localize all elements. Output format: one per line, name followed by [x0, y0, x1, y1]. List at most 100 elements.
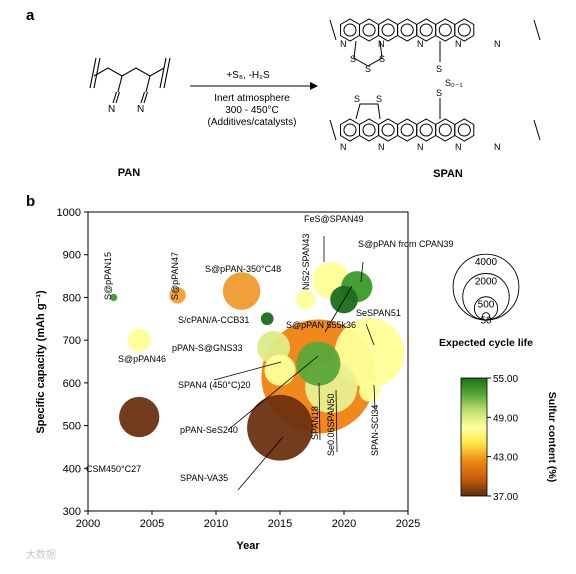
span-top-n-atom-2: N [378, 39, 385, 49]
size-legend-value: 4000 [475, 257, 498, 268]
span-bottom-ring [435, 118, 456, 142]
y-tick-label: 400 [63, 463, 81, 475]
span-top-bracket-right [533, 19, 541, 41]
label-leader-line [373, 384, 376, 411]
colorbar-tick-label: 43.00 [493, 453, 518, 464]
x-tick-label: 2010 [204, 518, 228, 530]
span-bottom-ring [359, 118, 380, 142]
span-trisulfide-s-3: S [379, 54, 385, 64]
panel-a-label: a [26, 7, 35, 24]
pan-atom-n-2: N [137, 104, 144, 115]
span-bottom-ring [416, 118, 437, 142]
x-tick-label: 2005 [140, 518, 164, 530]
bubble-label: S/cPAN/A-CCB31 [178, 315, 249, 325]
bubble-label: NiS2-SPAN43 [301, 234, 311, 290]
bubble-span-scl34 [359, 381, 380, 402]
bubble-label: SPAN-VA35 [180, 473, 228, 483]
span-bottom-aromatic [343, 123, 357, 137]
y-tick-label: 700 [63, 335, 81, 347]
span-top-ring [454, 18, 475, 42]
span-bottom-bracket-left [329, 119, 337, 141]
span-bottom-ring [378, 118, 399, 142]
x-tick-label: 2000 [76, 518, 100, 530]
span-name: SPAN [433, 168, 463, 180]
bubble-label: SPAN18 [310, 406, 320, 440]
span-s-atom-1: S [436, 64, 442, 74]
span-disulfide-s-2: S [376, 94, 382, 104]
span-top-ring [359, 18, 380, 42]
span-disulfide-s-1: S [354, 94, 360, 104]
span-disulfide-ring [355, 103, 381, 120]
bubble-label: SPAN4 (450°C)20 [178, 380, 250, 390]
label-leader-line [365, 323, 375, 346]
bubble-span-va35 [247, 394, 313, 461]
span-bottom-bracket-right [533, 119, 541, 141]
size-legend-value: 50 [480, 316, 492, 327]
reaction-reagents: +S₈, -H₂S [226, 70, 270, 81]
span-top-aromatic [400, 23, 414, 37]
colorbar-tick-label: 49.00 [493, 413, 518, 424]
span-top-aromatic [419, 23, 433, 37]
span-bottom-n-atom-5: N [494, 142, 501, 152]
bubble-chart: 2000 2005 2010 2015 2020 2025 300 400 500 600 700 8… [57, 207, 454, 530]
pan-structure [89, 57, 171, 104]
bubble-label: S@pPAN from CPAN39 [358, 239, 453, 249]
size-legend-value: 500 [478, 300, 495, 311]
sulfur-colorbar [460, 377, 488, 497]
span-top-aromatic [362, 23, 376, 37]
span-trisulfide-ring [353, 40, 383, 67]
label-leader-line [318, 382, 321, 441]
bubble-label: S@pPAN15 [103, 252, 113, 300]
bubble-s-cpan-a-ccb31 [260, 312, 274, 326]
span-bottom-aromatic [362, 123, 376, 137]
bubble-csm450-c27 [119, 396, 160, 438]
span-bottom-n-atom-1: N [340, 142, 347, 152]
x-tick-label: 2020 [332, 518, 356, 530]
span-bottom-aromatic [457, 123, 471, 137]
x-tick-label: 2015 [268, 518, 292, 530]
bubble-s-ppan47 [169, 287, 186, 304]
bubble-label: S@pPAN47 [170, 252, 180, 300]
span-top-n-atom-1: N [340, 39, 347, 49]
reaction-arrowhead [310, 82, 318, 90]
span-s-chain-label: S₀₋₁ [445, 78, 463, 88]
bubble-label: CSM450°C27 [86, 464, 141, 474]
span-top-aromatic [438, 23, 452, 37]
span-bottom-aromatic [400, 123, 414, 137]
watermark-text: 大数据 [26, 548, 56, 561]
y-tick-label: 1000 [57, 207, 81, 219]
bubble-nis2-span43 [295, 289, 316, 310]
size-legend-value: 2000 [475, 276, 498, 287]
label-leader-line [324, 285, 353, 333]
colorbar-tick-label: 55.00 [493, 374, 518, 385]
reaction-condition-additives: (Additives/catalysts) [208, 117, 297, 128]
span-bottom-ring [454, 118, 475, 142]
span-trisulfide-s-2: S [365, 64, 371, 74]
bubble-label: SeSPAN51 [356, 308, 401, 318]
pan-name: PAN [118, 167, 140, 179]
reaction-condition-atmosphere: Inert atmosphere [214, 93, 290, 104]
span-bottom-aromatic [419, 123, 433, 137]
bubble-label: S@pPAN 555k36 [286, 320, 356, 330]
bubble-label: S@pPAN-350°C48 [205, 264, 281, 274]
bubble-span4-450-c-20 [264, 354, 296, 386]
span-top-n-atom-3: N [417, 39, 424, 49]
size-legend-title: Expected cycle life [439, 337, 533, 349]
panel-b-label: b [26, 193, 35, 210]
colorbar-ticks: 55.00 49.00 43.00 37.00 [487, 374, 518, 503]
span-bottom-aromatic [438, 123, 452, 137]
pan-atom-n-1: N [108, 104, 115, 115]
span-top-n-atom-4: N [455, 39, 462, 49]
span-bottom-ring [397, 118, 418, 142]
span-trisulfide-s-1: S [350, 54, 356, 64]
bubble-s-ppan46 [127, 328, 151, 352]
label-leader-line [360, 261, 364, 283]
span-top-ring [378, 18, 399, 42]
y-tick-label: 600 [63, 378, 81, 390]
label-leader-line [237, 436, 284, 491]
span-bottom-n-atom-2: N [378, 142, 385, 152]
colorbar-title: Sulfur content (%) [546, 392, 558, 482]
label-leader-line [213, 361, 282, 381]
